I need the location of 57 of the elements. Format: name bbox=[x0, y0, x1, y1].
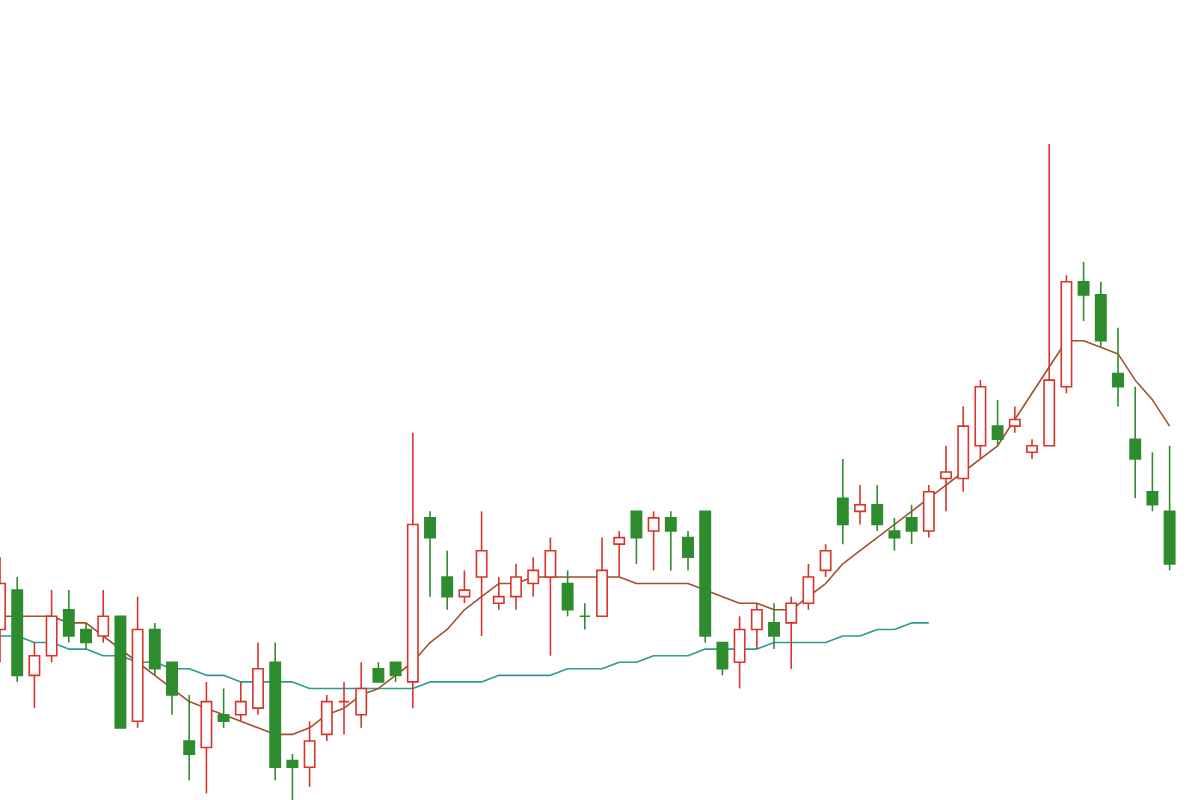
candlestick bbox=[768, 602, 780, 650]
candlestick bbox=[785, 595, 798, 670]
candlestick bbox=[1026, 438, 1038, 460]
candlestick bbox=[441, 549, 454, 611]
candlestick bbox=[458, 569, 471, 604]
candlestick bbox=[750, 602, 763, 650]
candlestick bbox=[475, 510, 488, 637]
candlestick bbox=[527, 556, 540, 598]
candlestick bbox=[682, 530, 694, 572]
candlestick bbox=[355, 661, 368, 729]
candlestick bbox=[716, 641, 729, 677]
candlestick bbox=[647, 510, 660, 572]
candlestick bbox=[922, 484, 935, 539]
candlestick bbox=[1077, 261, 1090, 322]
candlestick bbox=[217, 687, 230, 729]
candlestick bbox=[338, 681, 350, 736]
candlestick bbox=[544, 536, 557, 657]
candlestick bbox=[286, 753, 299, 800]
candlestick bbox=[1129, 385, 1142, 500]
candlestick bbox=[905, 504, 918, 545]
candlestick bbox=[148, 622, 161, 677]
candlestick bbox=[200, 681, 213, 795]
candlestick bbox=[183, 694, 196, 782]
candlestick bbox=[424, 510, 436, 598]
candlestick bbox=[613, 530, 626, 578]
candlestick bbox=[819, 543, 832, 578]
candlestick bbox=[510, 563, 522, 611]
candlestick bbox=[802, 563, 815, 611]
candlestick bbox=[836, 458, 849, 545]
candlestick bbox=[664, 510, 677, 572]
candlestick bbox=[234, 681, 247, 723]
candlestick bbox=[166, 661, 178, 716]
candlestick bbox=[733, 615, 746, 690]
candlestick bbox=[561, 569, 574, 618]
candlestick bbox=[80, 622, 92, 650]
candlestick bbox=[303, 720, 316, 788]
candlestick bbox=[854, 484, 866, 526]
candlestick bbox=[578, 602, 591, 631]
candlestick bbox=[630, 510, 643, 565]
candlestick bbox=[389, 661, 402, 683]
candlestick bbox=[492, 576, 505, 611]
candlestick bbox=[991, 399, 1004, 447]
candlestick bbox=[97, 589, 110, 644]
candlestick bbox=[1146, 451, 1159, 513]
candlestick bbox=[871, 484, 884, 532]
candlestick bbox=[1112, 326, 1124, 408]
candlestick bbox=[940, 444, 952, 513]
candlestick bbox=[1094, 280, 1107, 349]
candlestick bbox=[320, 694, 333, 742]
candlestick bbox=[888, 517, 901, 552]
candlestick bbox=[372, 661, 385, 683]
candlestick bbox=[252, 641, 264, 716]
candlestick bbox=[1008, 405, 1021, 434]
candlestick bbox=[28, 641, 41, 709]
candlestick bbox=[596, 536, 608, 618]
candlestick bbox=[45, 589, 58, 664]
candlestick bbox=[62, 589, 75, 644]
